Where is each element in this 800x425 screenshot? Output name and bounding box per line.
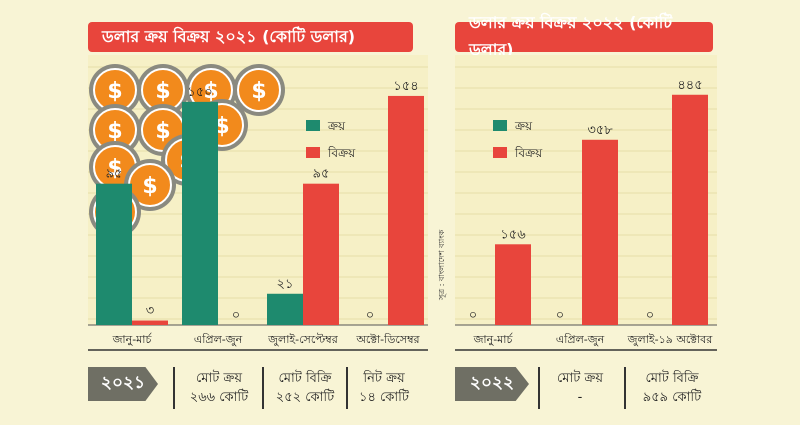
- dollar-coin-icon: $: [155, 119, 170, 144]
- bar-value-label: ৩৫৮: [587, 123, 613, 138]
- x-tick-label: জানু-মার্চ: [112, 333, 153, 346]
- bar-value-label: ৯৫: [313, 167, 330, 182]
- footer-value: ২৬৬ কোটি: [189, 390, 249, 405]
- x-tick-label: এপ্রিল-জুন: [194, 333, 243, 346]
- legend-swatch-sell: [493, 147, 507, 158]
- x-tick-label: অক্টো-ডিসেম্বর: [355, 333, 420, 346]
- bar-value-label: ১৫৪: [393, 79, 418, 94]
- legend-swatch-buy: [493, 120, 507, 131]
- bar-value-label: ৯৫: [106, 167, 123, 182]
- bar-sell: [303, 183, 339, 325]
- footer-2021-item: নিট ক্রয় ১৪ কোটি: [350, 369, 418, 407]
- bar-value-label: ০: [366, 308, 374, 323]
- footer-divider: [346, 367, 348, 409]
- footer-value: ২৫২ কোটি: [275, 390, 335, 405]
- footer-divider: [173, 367, 175, 409]
- chart-title-2021: ডলার ক্রয় বিক্রয় ২০২১ (কোটি ডলার): [88, 22, 413, 52]
- x-tick-label: এপ্রিল-জুন: [556, 333, 605, 346]
- dollar-coin-icon: $: [155, 79, 170, 104]
- bar-value-label: ১৫৬: [500, 227, 526, 242]
- dollar-coin-icon: $: [107, 119, 122, 144]
- footer-2022-item: মোট ক্রয় -: [542, 369, 618, 407]
- bar-value-label: ১৫০: [187, 85, 212, 100]
- footer-divider: [262, 367, 264, 409]
- bar-value-label: ৪৪৫: [677, 78, 702, 93]
- bar-buy: [96, 183, 132, 325]
- legend-label-sell: বিক্রয়: [514, 146, 543, 160]
- footer-2022-item: মোট বিক্রি ৯৫৯ কোটি: [628, 369, 716, 407]
- footer-value: -: [577, 390, 583, 405]
- footer-2021-item: মোট বিক্রি ২৫২ কোটি: [266, 369, 344, 407]
- x-tick-label: জানু-মার্চ: [473, 333, 514, 346]
- legend-swatch-buy: [306, 120, 320, 131]
- bar-buy: [267, 293, 303, 325]
- dollar-coin-icon: $: [107, 79, 122, 104]
- bar-value-label: ০: [232, 308, 240, 323]
- dollar-coin-icon: $: [107, 156, 122, 181]
- legend-label-sell: বিক্রয়: [327, 146, 356, 160]
- dollar-coin-icon: $: [251, 79, 266, 104]
- footer-label: মোট ক্রয়: [195, 371, 242, 386]
- bar-buy: [182, 101, 218, 325]
- x-tick-label: জুলাই-সেপ্টেম্বর: [267, 333, 339, 346]
- footer-value: ১৪ কোটি: [359, 390, 409, 405]
- dollar-coin-icon: [237, 68, 281, 112]
- bar-value-label: ০: [646, 308, 654, 323]
- footer-label: মোট বিক্রি: [278, 371, 332, 386]
- footer-2021-item: মোট ক্রয় ২৬৬ কোটি: [178, 369, 260, 407]
- bar-value-label: ৩: [146, 304, 154, 319]
- footer-label: মোট ক্রয়: [556, 371, 603, 386]
- legend-label-buy: ক্রয়: [514, 119, 533, 133]
- legend-swatch-sell: [306, 147, 320, 158]
- dollar-coin-icon: $: [142, 174, 157, 199]
- footer-label: নিট ক্রয়: [363, 371, 405, 386]
- bar-sell: [672, 94, 708, 326]
- year-tag-2022: ২০২২: [455, 367, 529, 401]
- bar-sell: [495, 244, 531, 325]
- source-note: সূত্র : বাংলাদেশ ব্যাংক: [437, 229, 446, 300]
- legend-label-buy: ক্রয়: [327, 119, 346, 133]
- bar-value-label: ০: [556, 308, 564, 323]
- bar-sell: [388, 95, 424, 325]
- footer-divider: [624, 367, 626, 409]
- bar-value-label: ০: [469, 308, 477, 323]
- bar-sell: [132, 320, 168, 325]
- dollar-coin-icon: $: [214, 114, 229, 139]
- year-tag-2021: ২০২১: [88, 367, 158, 401]
- dollar-coin-icon: $: [203, 79, 218, 104]
- bar-sell: [582, 139, 618, 325]
- footer-value: ৯৫৯ কোটি: [642, 390, 702, 405]
- footer-divider: [538, 367, 540, 409]
- bar-value-label: ২১: [277, 277, 294, 292]
- x-tick-label: জুলাই-১৯ অক্টোবর: [627, 333, 714, 346]
- footer-label: মোট বিক্রি: [645, 371, 699, 386]
